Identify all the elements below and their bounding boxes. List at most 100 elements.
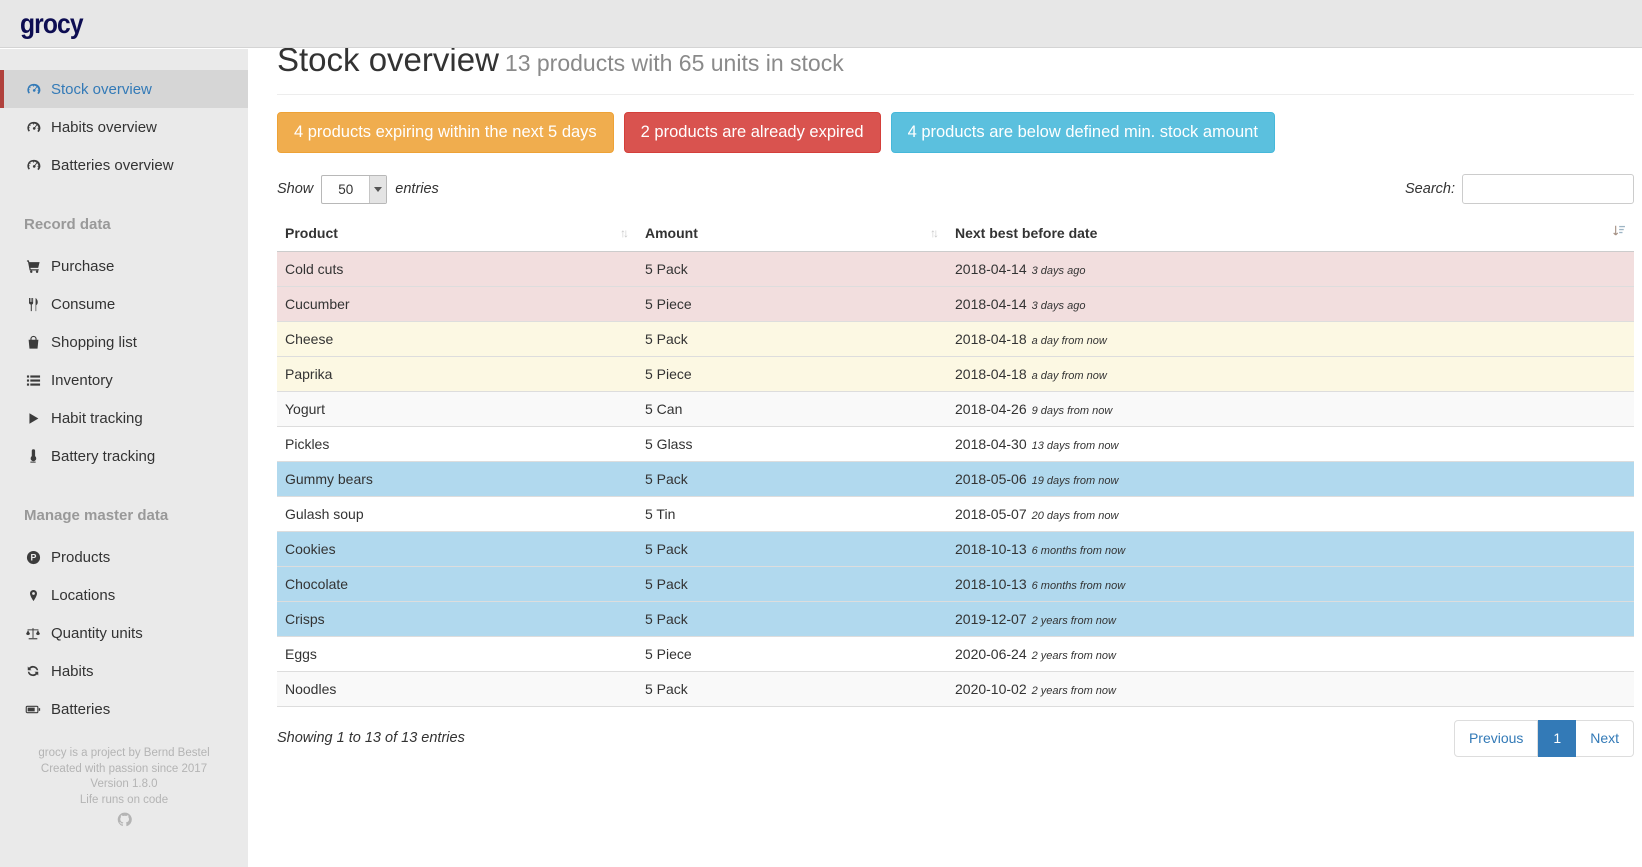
sidebar-item-label: Shopping list — [51, 333, 137, 351]
sidebar-item-batteries[interactable]: Batteries — [0, 690, 248, 728]
column-label: Product — [285, 224, 338, 241]
sidebar-item-shopping-list[interactable]: Shopping list — [0, 323, 248, 361]
cell-empty — [1604, 566, 1634, 602]
cell-empty — [1604, 671, 1634, 707]
tachometer-icon — [24, 82, 42, 97]
title-divider — [277, 93, 1634, 95]
danger-alert-button[interactable]: 2 products are already expired — [623, 111, 881, 154]
date-relative-note: 6 months from now — [1031, 580, 1126, 593]
date-relative-note: 2 years from now — [1031, 615, 1116, 628]
pagination-next[interactable]: Next — [1576, 720, 1634, 757]
page-size-select[interactable]: 50 — [321, 174, 388, 204]
cell-empty — [1604, 356, 1634, 392]
cell-amount: 5 Can — [637, 391, 947, 427]
table-controls: Show 50 entries Search: — [277, 174, 1634, 205]
best-before-date: 2018-05-06 — [955, 471, 1027, 488]
sidebar-item-label: Purchase — [51, 257, 115, 275]
cell-product: Noodles — [277, 671, 637, 707]
table-info: Showing 1 to 13 of 13 entries — [277, 730, 465, 747]
sidebar-item-quantity-units[interactable]: Quantity units — [0, 614, 248, 652]
cell-empty — [1604, 391, 1634, 427]
sidebar-item-battery-tracking[interactable]: Battery tracking — [0, 437, 248, 475]
sidebar-item-label: Products — [51, 548, 111, 566]
show-label: Show — [277, 181, 314, 198]
top-navbar: grocy — [0, 0, 1642, 48]
cell-product: Yogurt — [277, 391, 637, 427]
cell-empty — [1604, 426, 1634, 462]
table-header-row: Product ↑↓ Amount ↑↓ Next best before date — [277, 214, 1634, 253]
sort-icon: ↑↓ — [620, 225, 629, 240]
cell-best-before: 2020-10-02 2 years from now — [947, 671, 1604, 707]
table-row: Cold cuts 5 Pack 2018-04-14 3 days ago — [277, 251, 1634, 287]
cell-amount: 5 Glass — [637, 426, 947, 462]
sidebar-item-stock-overview[interactable]: Stock overview — [0, 70, 248, 108]
cell-best-before: 2019-12-07 2 years from now — [947, 601, 1604, 637]
pagination-previous[interactable]: Previous — [1453, 720, 1539, 757]
shopping-cart-icon — [24, 259, 42, 274]
sidebar-item-consume[interactable]: Consume — [0, 285, 248, 323]
shopping-bag-icon — [24, 335, 42, 350]
cell-best-before: 2018-05-07 20 days from now — [947, 496, 1604, 532]
column-header-product[interactable]: Product ↑↓ — [277, 214, 637, 253]
sidebar-item-label: Batteries — [51, 700, 111, 718]
column-header-amount[interactable]: Amount ↑↓ — [637, 214, 947, 253]
column-header-sort[interactable] — [1604, 214, 1634, 253]
sidebar-item-habits-overview[interactable]: Habits overview — [0, 108, 248, 146]
date-relative-note: 19 days from now — [1031, 475, 1119, 488]
cell-empty — [1604, 321, 1634, 357]
sidebar-item-purchase[interactable]: Purchase — [0, 247, 248, 285]
cell-empty — [1604, 251, 1634, 287]
page-size-value: 50 — [338, 181, 354, 197]
sidebar-item-label: Battery tracking — [51, 447, 156, 465]
grocy-logo[interactable]: grocy — [20, 7, 84, 39]
page-subtitle: 13 products with 65 units in stock — [504, 50, 844, 76]
pagination: Previous 1 Next — [1453, 720, 1634, 757]
cell-empty — [1604, 601, 1634, 637]
sidebar-item-habits[interactable]: Habits — [0, 652, 248, 690]
cell-amount: 5 Pack — [637, 671, 947, 707]
cell-amount: 5 Piece — [637, 636, 947, 672]
github-icon[interactable] — [117, 812, 132, 827]
sidebar-item-batteries-overview[interactable]: Batteries overview — [0, 146, 248, 184]
search-input[interactable] — [1462, 174, 1634, 205]
table-row: Yogurt 5 Can 2018-04-26 9 days from now — [277, 391, 1634, 427]
table-row: Cookies 5 Pack 2018-10-13 6 months from now — [277, 531, 1634, 567]
cell-best-before: 2018-10-13 6 months from now — [947, 566, 1604, 602]
search-label: Search: — [1405, 181, 1455, 198]
info-alert-button[interactable]: 4 products are below defined min. stock … — [890, 111, 1275, 154]
best-before-date: 2018-04-14 — [955, 261, 1027, 278]
sort-amount-asc-icon — [1612, 224, 1626, 241]
cell-product: Cookies — [277, 531, 637, 567]
pagination-page-1[interactable]: 1 — [1538, 720, 1577, 757]
cell-amount: 5 Pack — [637, 531, 947, 567]
battery-icon — [24, 702, 42, 717]
date-relative-note: 9 days from now — [1031, 405, 1113, 418]
play-icon — [24, 412, 42, 425]
date-relative-note: 2 years from now — [1031, 685, 1116, 698]
cell-best-before: 2018-04-14 3 days ago — [947, 251, 1604, 287]
cell-best-before: 2018-04-18 a day from now — [947, 356, 1604, 392]
warning-alert-button[interactable]: 4 products expiring within the next 5 da… — [277, 111, 614, 154]
sidebar-nav: Stock overview Habits overview Batteries o… — [0, 49, 248, 728]
best-before-date: 2019-12-07 — [955, 611, 1027, 628]
column-header-next-best-before-date[interactable]: Next best before date — [947, 214, 1604, 253]
sidebar-item-habit-tracking[interactable]: Habit tracking — [0, 399, 248, 437]
sidebar-item-label: Batteries overview — [51, 156, 174, 174]
cell-amount: 5 Pack — [637, 461, 947, 497]
utensils-icon — [24, 297, 42, 312]
cell-best-before: 2018-04-14 3 days ago — [947, 286, 1604, 322]
sidebar-item-products[interactable]: P Products — [0, 538, 248, 576]
best-before-date: 2018-10-13 — [955, 541, 1027, 558]
main-content: Stock overview 13 products with 65 units … — [248, 0, 1642, 757]
sidebar-item-locations[interactable]: Locations — [0, 576, 248, 614]
cell-product: Cold cuts — [277, 251, 637, 287]
table-row: Paprika 5 Piece 2018-04-18 a day from now — [277, 356, 1634, 392]
cell-best-before: 2018-10-13 6 months from now — [947, 531, 1604, 567]
cell-empty — [1604, 286, 1634, 322]
table-row: Noodles 5 Pack 2020-10-02 2 years from now — [277, 671, 1634, 707]
sidebar-item-label: Locations — [51, 586, 116, 604]
sidebar-item-inventory[interactable]: Inventory — [0, 361, 248, 399]
cell-amount: 5 Pack — [637, 321, 947, 357]
stock-table: Product ↑↓ Amount ↑↓ Next best before date C… — [277, 214, 1634, 708]
sidebar-item-label: Inventory — [51, 371, 113, 389]
